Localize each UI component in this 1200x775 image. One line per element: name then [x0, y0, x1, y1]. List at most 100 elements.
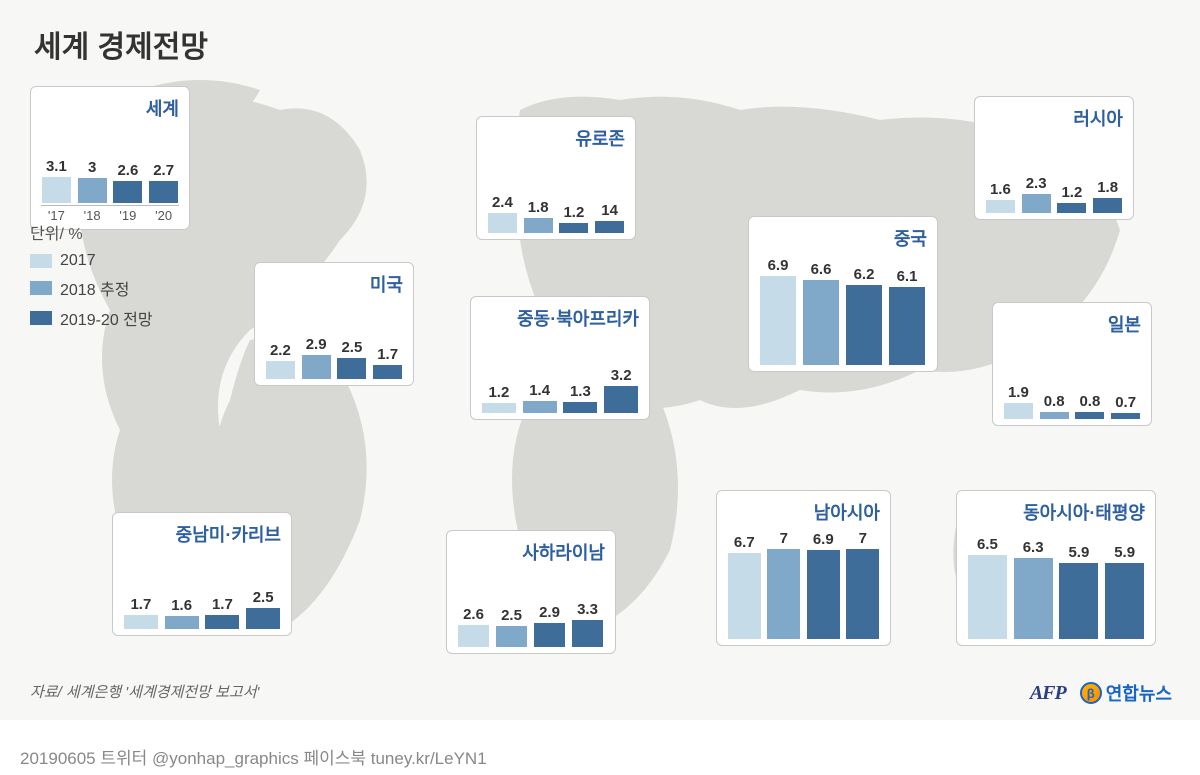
bar-group: 1.21.41.33.2 [481, 335, 639, 413]
bar [595, 221, 624, 233]
bar [373, 365, 402, 379]
x-tick: '20 [148, 208, 179, 223]
bar-wrap: 1.7 [372, 346, 403, 379]
panel-title: 유로존 [487, 125, 625, 151]
chart-panel-eap: 동아시아·태평양6.56.35.95.9 [956, 490, 1156, 646]
logo-row: AFP β 연합뉴스 [1030, 680, 1172, 706]
chart-panel-world: 세계3.132.62.7'17'18'19'20 [30, 86, 190, 230]
bar [760, 276, 796, 365]
bar-wrap: 1.9 [1003, 384, 1034, 419]
bar-value-label: 1.4 [529, 382, 550, 399]
bar [559, 223, 588, 233]
bar [42, 177, 71, 203]
bar-value-label: 6.3 [1023, 539, 1044, 556]
bar-value-label: 2.5 [341, 339, 362, 356]
bar [563, 402, 597, 413]
chart-panel-russia: 러시아1.62.31.21.8 [974, 96, 1134, 220]
bar [337, 358, 366, 379]
yonhap-logo: β 연합뉴스 [1080, 680, 1172, 706]
bar-value-label: 1.7 [377, 346, 398, 363]
bar-value-label: 2.6 [463, 606, 484, 623]
bar-wrap: 1.7 [123, 596, 159, 629]
bar [1075, 412, 1104, 419]
bar [1093, 198, 1122, 213]
bar [524, 218, 553, 233]
chart-panel-latam: 중남미·카리브 1.7 1.6 1.7 2.5 [112, 512, 292, 636]
chart-panel-japan: 일본 1.9 0.8 0.8 0.7 [992, 302, 1152, 426]
legend-swatch [30, 254, 52, 268]
bar-wrap: 6.9 [759, 257, 797, 365]
yonhap-text: 연합뉴스 [1106, 680, 1172, 706]
legend-swatch [30, 311, 52, 325]
bar-value-label: 5.9 [1068, 544, 1089, 561]
bar [1057, 203, 1086, 213]
bar [165, 616, 199, 629]
bar-value-label: 7 [859, 530, 867, 547]
bar-wrap: 6.2 [845, 266, 883, 365]
bar-value-label: 7 [780, 530, 788, 547]
bar-value-label: 0.8 [1079, 393, 1100, 410]
bar-group: 3.132.62.7 [41, 125, 179, 203]
source-text: 자료/ 세계은행 '세계경제전망 보고서' [30, 681, 259, 702]
chart-panel-mena: 중동·북아프리카1.21.41.33.2 [470, 296, 650, 420]
chart-panel-usa: 미국2.22.92.51.7 [254, 262, 414, 386]
panel-title: 일본 [1003, 311, 1141, 337]
bar-value-label: 14 [601, 202, 618, 219]
bar-wrap: 5.9 [1104, 544, 1145, 639]
bar [488, 213, 517, 233]
panel-title: 중동·북아프리카 [481, 305, 639, 331]
bar [523, 401, 557, 413]
bar [803, 280, 839, 365]
bar-wrap: 6.6 [802, 261, 840, 365]
bar-value-label: 1.2 [488, 384, 509, 401]
bar-value-label: 2.5 [253, 589, 274, 606]
bar-group: 6.776.97 [727, 529, 880, 639]
bar [266, 361, 295, 379]
bar-value-label: 2.7 [153, 162, 174, 179]
bar-wrap: 0.7 [1110, 394, 1141, 419]
bar-value-label: 6.6 [811, 261, 832, 278]
bar-value-label: 2.5 [501, 607, 522, 624]
bar-wrap: 1.6 [985, 181, 1016, 213]
bar-value-label: 2.2 [270, 342, 291, 359]
bar-value-label: 2.3 [1026, 175, 1047, 192]
bar-group: 2.41.81.214 [487, 155, 625, 233]
bar-value-label: 1.6 [990, 181, 1011, 198]
bar-value-label: 1.6 [171, 597, 192, 614]
bar [767, 549, 800, 639]
yonhap-icon: β [1080, 682, 1102, 704]
bar-value-label: 1.7 [212, 596, 233, 613]
bar-value-label: 1.3 [570, 383, 591, 400]
bar [968, 555, 1007, 639]
bar-wrap: 2.6 [457, 606, 490, 647]
bar-value-label: 0.8 [1044, 393, 1065, 410]
legend-item: 2019-20 전망 [30, 306, 153, 330]
bar-value-label: 6.1 [897, 268, 918, 285]
bar-group: 1.62.31.21.8 [985, 135, 1123, 213]
bar-value-label: 6.7 [734, 534, 755, 551]
bar [1014, 558, 1053, 639]
footer-text: 20190605 트위터 @yonhap_graphics 페이스북 tuney… [20, 744, 487, 769]
chart-panel-china: 중국 6.9 6.6 6.2 6.1 [748, 216, 938, 372]
bar-value-label: 1.8 [528, 199, 549, 216]
bar-wrap: 1.4 [522, 382, 558, 413]
legend-swatch [30, 281, 52, 295]
bar [1004, 403, 1033, 419]
bar-value-label: 6.2 [854, 266, 875, 283]
bar [78, 178, 107, 203]
panel-title: 중국 [759, 225, 927, 251]
bar-wrap: 6.3 [1013, 539, 1054, 639]
bar-value-label: 3 [88, 159, 96, 176]
bar-wrap: 7 [846, 530, 881, 639]
bar-wrap: 1.8 [523, 199, 554, 233]
bar-value-label: 2.6 [117, 162, 138, 179]
bar [458, 625, 489, 647]
bar-wrap: 1.6 [164, 597, 200, 629]
bar-wrap: 1.7 [205, 596, 241, 629]
x-tick: '19 [113, 208, 144, 223]
bar [482, 403, 516, 413]
panel-title: 중남미·카리브 [123, 521, 281, 547]
bar-wrap: 2.4 [487, 194, 518, 233]
bar-value-label: 2.9 [306, 336, 327, 353]
bar-wrap: 5.9 [1059, 544, 1100, 639]
